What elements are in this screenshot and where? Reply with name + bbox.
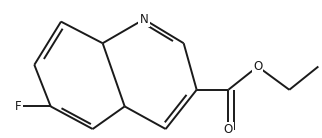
Text: O: O [253,60,262,73]
Text: N: N [140,13,148,26]
Text: F: F [15,100,22,113]
Text: O: O [224,123,233,136]
